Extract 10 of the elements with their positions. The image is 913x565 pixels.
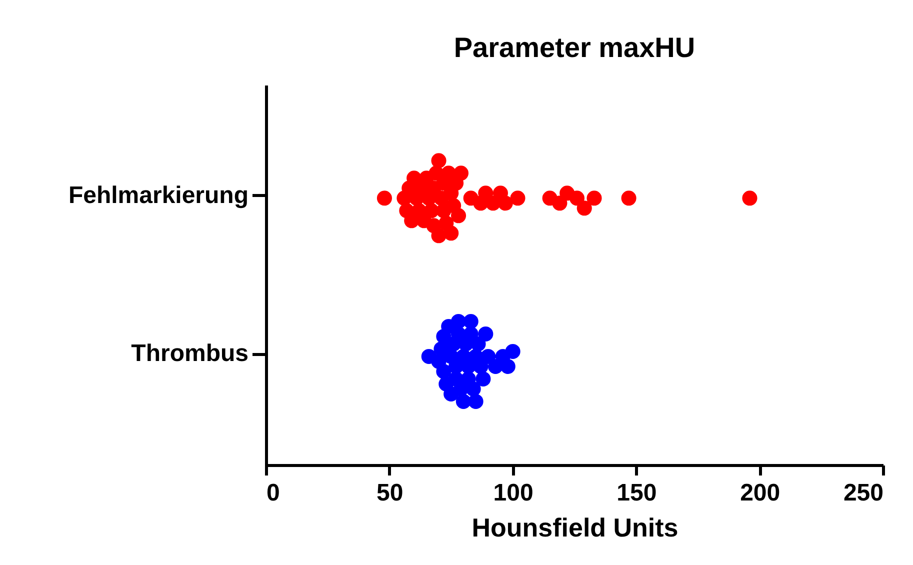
x-tick-label: 50 bbox=[376, 480, 404, 506]
y-tick-label: Thrombus bbox=[131, 340, 248, 368]
x-tick-label: 150 bbox=[616, 480, 657, 506]
x-tick-label: 250 bbox=[843, 480, 884, 506]
x-tick-label: 0 bbox=[266, 480, 280, 506]
y-tick-label: Fehlmarkierung bbox=[68, 182, 248, 209]
x-tick-label: 100 bbox=[493, 480, 534, 506]
x-axis-title: Hounsfield Units bbox=[472, 512, 678, 542]
x-tick-label: 200 bbox=[740, 480, 780, 506]
chart-title: Parameter maxHU bbox=[454, 32, 696, 63]
